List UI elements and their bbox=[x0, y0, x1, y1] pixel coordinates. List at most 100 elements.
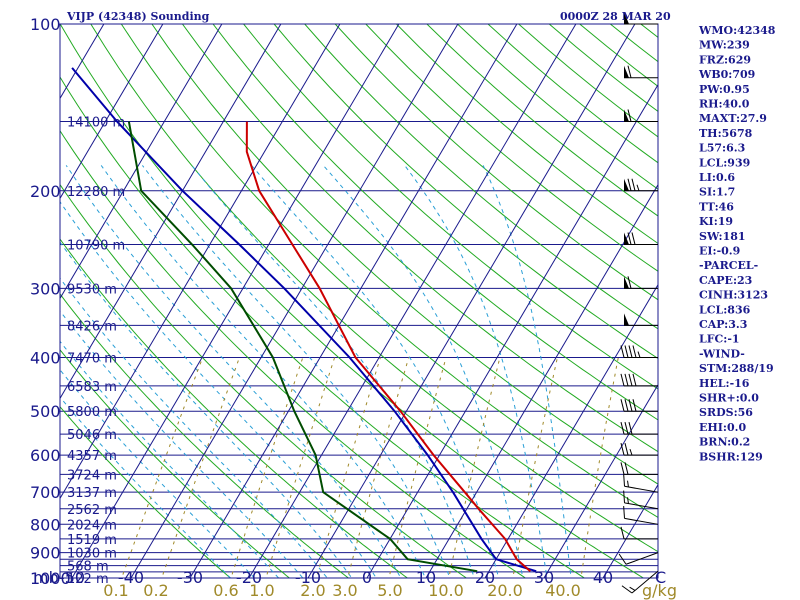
wind-barb-flag bbox=[620, 399, 625, 412]
wind-barbs bbox=[618, 12, 659, 594]
height-label: 1030 m bbox=[67, 547, 117, 562]
wind-barb bbox=[623, 473, 659, 493]
mixing-ratio-line bbox=[161, 357, 240, 578]
isotherm-line bbox=[602, 483, 658, 578]
dewpoint-trace bbox=[127, 121, 478, 573]
wind-barb-half-flag bbox=[636, 184, 640, 191]
pressure-tick-label: 700 bbox=[30, 483, 61, 502]
wind-barb-flag bbox=[623, 473, 626, 487]
moist-adiabat-line bbox=[60, 340, 280, 578]
mixing-ratio-line bbox=[448, 357, 501, 578]
pressure-tick-label: 200 bbox=[30, 182, 61, 201]
mixing-ratio-line bbox=[315, 357, 381, 578]
dry-adiabat-line bbox=[273, 24, 658, 360]
wind-barb-flag bbox=[624, 399, 629, 412]
mixing-ratio-tick-labels: 0.1 0.2 0.6 1.0 2.0 3.0 5.0 10.0 20.0 40.0 bbox=[103, 581, 581, 600]
wind-barb bbox=[620, 399, 658, 412]
index-item: MAXT:27.9 bbox=[699, 112, 767, 125]
height-label: 5046 m bbox=[67, 428, 117, 443]
wind-barb bbox=[620, 345, 658, 359]
mixing-ratio-tick-label: 20.0 bbox=[487, 581, 523, 600]
pressure-tick-label: 800 bbox=[30, 515, 61, 534]
wind-barb bbox=[623, 506, 659, 525]
wind-barb-half-flag bbox=[627, 480, 629, 488]
dry-adiabat-line bbox=[60, 183, 468, 578]
wind-barb-pennant bbox=[624, 65, 629, 78]
wind-barb-flag bbox=[621, 585, 633, 594]
moist-adiabat-line bbox=[60, 200, 377, 578]
wind-barb-half-flag bbox=[637, 351, 641, 358]
wind-barb-pennant bbox=[624, 232, 629, 245]
height-label: 122 m bbox=[67, 572, 109, 587]
moist-adiabat-line bbox=[191, 165, 475, 578]
dry-adiabat-line bbox=[243, 24, 658, 390]
height-label: 5800 m bbox=[67, 405, 117, 420]
dry-adiabat-line bbox=[60, 238, 409, 578]
isotherm-grid bbox=[60, 24, 658, 578]
height-label: 3724 m bbox=[67, 468, 117, 483]
wind-barb-flag bbox=[628, 422, 633, 435]
mixing-ratio-tick-label: 5.0 bbox=[377, 581, 402, 600]
isotherm-line bbox=[189, 24, 518, 578]
mixing-ratio-tick-label: 40.0 bbox=[545, 581, 581, 600]
wind-barb bbox=[624, 178, 658, 192]
wind-barb-flag bbox=[632, 399, 637, 412]
wind-barb-staff bbox=[624, 502, 659, 510]
wind-barb-flag bbox=[631, 232, 636, 245]
index-item: TT:46 bbox=[699, 200, 734, 213]
dry-adiabat-line bbox=[212, 24, 658, 421]
wind-barb-flag bbox=[628, 345, 633, 358]
pressure-tick-label: 300 bbox=[30, 279, 61, 298]
dry-adiabat-line bbox=[579, 24, 658, 87]
index-item: STM:288/19 bbox=[699, 362, 774, 375]
pressure-unit-label: mb bbox=[33, 568, 59, 587]
wind-barb-staff bbox=[624, 517, 659, 525]
parcel-trace bbox=[71, 67, 537, 573]
mixing-ratio-line bbox=[230, 357, 304, 578]
dry-adiabat-line bbox=[365, 24, 658, 272]
mixing-ratio-tick-label: 3.0 bbox=[332, 581, 357, 600]
index-item: L57:6.3 bbox=[699, 142, 745, 155]
moist-adiabat-grid bbox=[60, 165, 572, 578]
pressure-tick-labels: 100 200 300 400 500 600 700 800 900 1000 bbox=[30, 15, 71, 588]
temperature-tick-label: -10 bbox=[295, 568, 321, 587]
height-label: 2024 m bbox=[67, 518, 117, 533]
dry-adiabat-line bbox=[334, 24, 658, 301]
temperature-tick-label: -30 bbox=[177, 568, 203, 587]
wind-barb bbox=[620, 442, 658, 456]
dry-adiabat-line bbox=[763, 24, 800, 590]
dry-adiabat-line bbox=[181, 24, 658, 453]
mixing-ratio-tick-label: 2.0 bbox=[300, 581, 325, 600]
pressure-tick-label: 400 bbox=[30, 349, 61, 368]
dry-adiabat-line bbox=[60, 293, 350, 578]
mixing-ratio-line bbox=[121, 357, 204, 578]
wind-barb-staff bbox=[624, 485, 659, 493]
isotherm-line bbox=[366, 83, 658, 578]
isotherm-line bbox=[130, 24, 459, 578]
temperature-tick-label: -20 bbox=[236, 568, 262, 587]
wind-barb-flag bbox=[624, 345, 629, 358]
wind-barb-pennant bbox=[624, 276, 629, 289]
temperature-tick-labels: -50 -40 -30 -20 -10 0 10 20 30 40 bbox=[59, 568, 613, 587]
moist-adiabat-line bbox=[60, 310, 304, 578]
pressure-tick-label: 600 bbox=[30, 446, 61, 465]
index-item: LI:0.6 bbox=[699, 171, 735, 184]
isotherm-line bbox=[60, 24, 164, 200]
height-label: 1519 m bbox=[67, 533, 117, 548]
wind-barb bbox=[620, 462, 658, 475]
valid-time: 0000Z 28 MAR 20 bbox=[560, 10, 671, 23]
wind-barb-half-flag bbox=[627, 497, 629, 504]
wind-barb-flag bbox=[627, 276, 632, 289]
wind-barb-flag bbox=[624, 422, 629, 435]
wind-barb-half-flag bbox=[629, 448, 633, 456]
wind-barb-flag bbox=[620, 373, 625, 387]
mixing-ratio-line bbox=[512, 357, 558, 578]
height-label: 7470 m bbox=[67, 352, 117, 367]
temperature-tick-label: 0 bbox=[362, 568, 372, 587]
temperature-tick-label: 40 bbox=[593, 568, 613, 587]
index-item: LCL:836 bbox=[699, 303, 751, 316]
temperature-tick-label: -50 bbox=[59, 568, 85, 587]
isotherm-line bbox=[543, 383, 658, 578]
wind-barb bbox=[624, 109, 658, 123]
